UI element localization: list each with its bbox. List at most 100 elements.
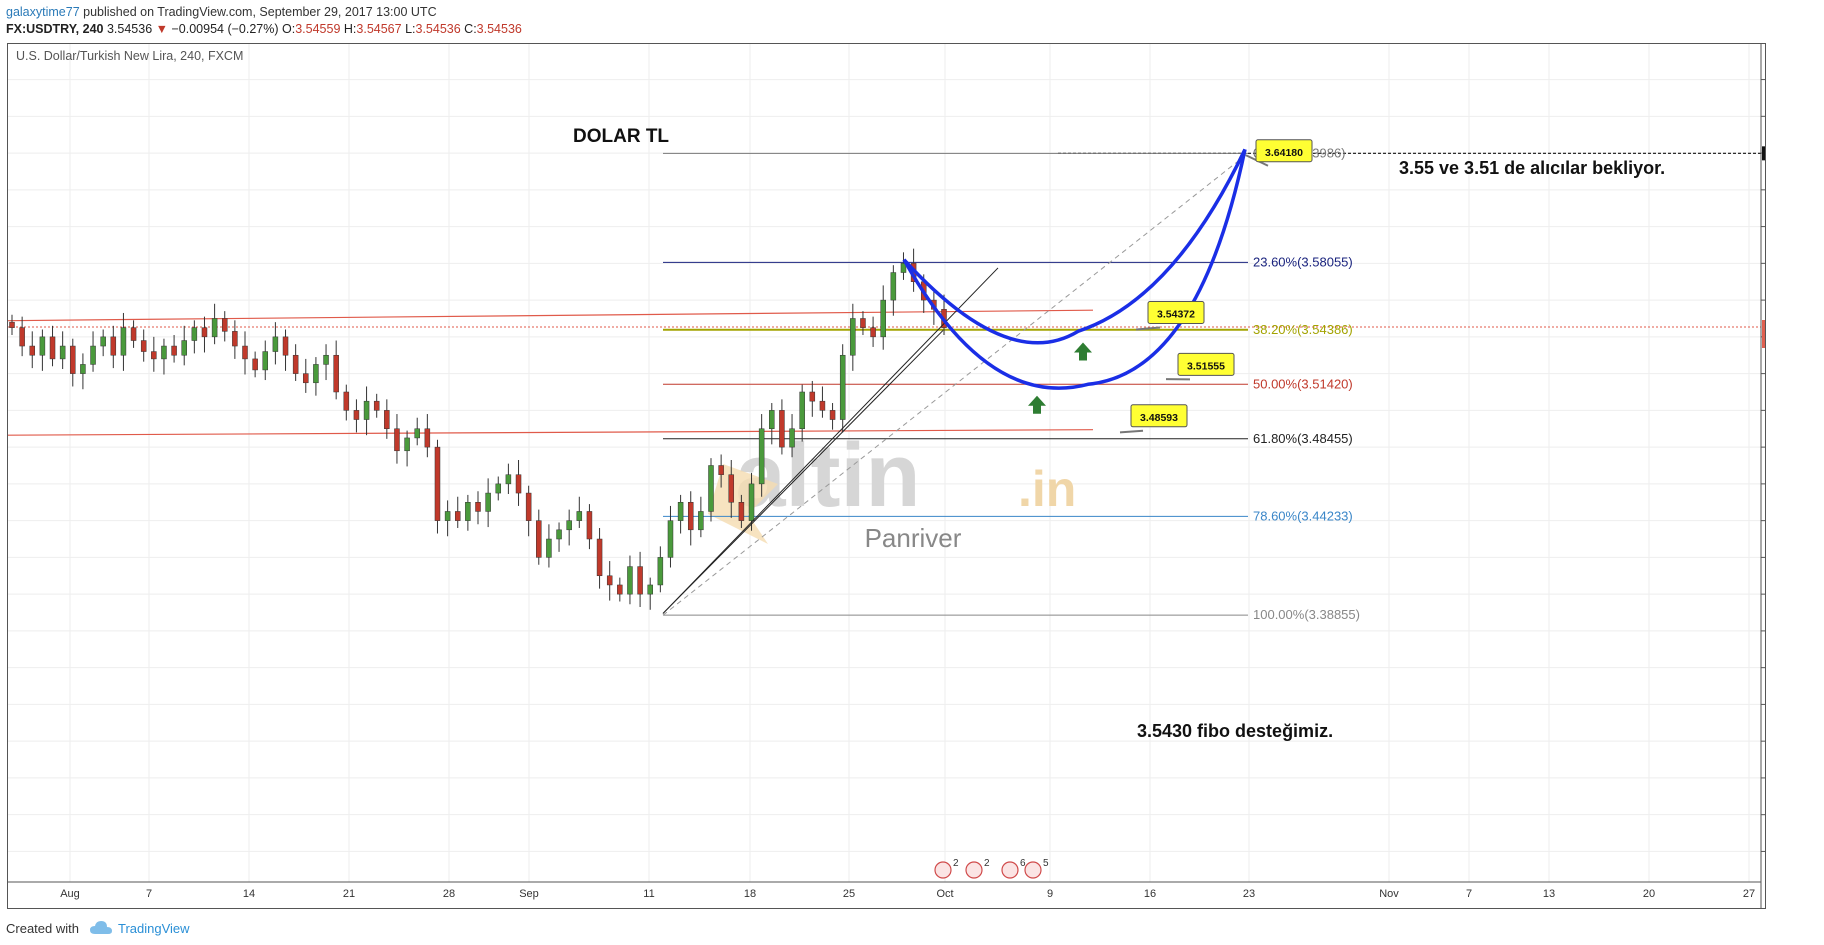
candle-body [495, 483, 502, 494]
candle-body [617, 584, 623, 595]
candle-body [637, 566, 643, 595]
candle-body [232, 331, 238, 347]
x-tick-label: 13 [1543, 888, 1555, 900]
candle-body [70, 345, 76, 374]
candle-body [536, 520, 542, 558]
x-tick-label: Nov [1379, 888, 1399, 900]
x-tick-label: Aug [60, 888, 80, 900]
candle-body [363, 400, 370, 420]
cloud-icon [90, 921, 112, 934]
event-count: 2 [984, 858, 990, 869]
low-label: L: [405, 22, 416, 36]
candle-body [130, 327, 137, 341]
footer: Created with TradingView [0, 912, 1824, 945]
candle-body [586, 511, 593, 540]
x-tick-label: Sep [519, 888, 539, 900]
candle-body [9, 321, 15, 328]
candle-body [110, 336, 117, 356]
candle-body [454, 511, 461, 521]
candle-body [444, 511, 451, 521]
fib-label: 61.80%(3.48455) [1253, 431, 1353, 446]
candle-body [890, 272, 897, 301]
author-link[interactable]: galaxytime77 [6, 5, 80, 19]
candle-body [353, 410, 360, 420]
tradingview-link[interactable]: TradingView [90, 921, 190, 936]
drawings[interactable]: 3.64180 3.54372 3.51555 3.48593 2 2 6 5 [662, 139, 1313, 879]
support-line [8, 429, 1094, 436]
candle-body [819, 400, 826, 411]
callout-3-51555: 3.51555 [1187, 360, 1225, 372]
candle-body [718, 465, 724, 475]
support-resistance-lines [8, 152, 1761, 436]
candle-body [708, 465, 714, 512]
candle-body [850, 318, 856, 356]
candle-body [171, 345, 177, 356]
annotation-support: 3.5430 fibo desteğimiz. [1137, 721, 1333, 741]
candle-body [687, 502, 694, 531]
open-label: O: [282, 22, 296, 36]
candle-body [667, 520, 674, 558]
fib-label: 38.20%(3.54386) [1253, 322, 1353, 337]
candle-body [799, 391, 805, 429]
candle-body [485, 492, 491, 512]
x-tick-label: Oct [936, 888, 953, 900]
callout-3-54372-pointer [1135, 326, 1161, 331]
up-arrow-icon [1074, 342, 1092, 361]
low-value: 3.54536 [415, 22, 461, 36]
candle-body [404, 437, 410, 452]
candle-body [596, 538, 603, 577]
candle-body [779, 410, 785, 448]
candle-body [384, 410, 390, 429]
watermark-sub: Panriver [865, 523, 962, 553]
candle-body [860, 318, 866, 328]
open-value: 3.54559 [295, 22, 341, 36]
candle-body [789, 428, 795, 448]
publish-line: galaxytime77 published on TradingView.co… [6, 5, 437, 19]
target-price-badge-bg [1762, 146, 1765, 161]
callout-3-51555-box [1177, 352, 1235, 376]
candle-body [90, 345, 96, 365]
candle-body [49, 336, 56, 360]
chart-title: U.S. Dollar/Turkish New Lira, 240, FXCM [16, 49, 243, 63]
candle-body [394, 428, 400, 452]
tradingview-brand: TradingView [118, 921, 190, 936]
event-flag-icon [1024, 861, 1042, 879]
fibonacci-retracement[interactable]: 0.00%(3.63986)23.60%(3.58055)38.20%(3.54… [662, 145, 1360, 622]
projection-curve-upper [902, 148, 1247, 345]
candle-body [59, 345, 66, 360]
candle-body [434, 446, 441, 521]
candle-body [424, 428, 431, 448]
price-axis[interactable]: 3.260003.280003.300003.320003.340003.360… [1760, 44, 1765, 908]
callout-3-48593-box [1130, 404, 1188, 428]
annotations: DOLAR TL 3.55 ve 3.51 de alıcılar bekliyo… [573, 126, 1665, 741]
candle-body [303, 373, 309, 384]
candle-body [252, 358, 258, 371]
candle-body [292, 354, 299, 374]
candle-body [313, 364, 319, 384]
callout-3-54372: 3.54372 [1157, 309, 1195, 321]
callout-3-48593: 3.48593 [1140, 412, 1178, 424]
annotation-buyers: 3.55 ve 3.51 de alıcılar bekliyor. [1399, 158, 1665, 178]
last-price-badge-bg [1762, 320, 1765, 335]
fib-label: 23.60%(3.58055) [1253, 254, 1353, 269]
time-axis[interactable]: Aug 7 14 21 28 Sep 11 18 25 Oct 9 16 23 Nov 7 13 20 27 [8, 881, 1761, 900]
candle-body [809, 391, 816, 402]
event-count: 2 [953, 858, 959, 869]
price-change: −0.00954 (−0.27%) [171, 22, 279, 36]
fib-label: 100.00%(3.38855) [1253, 607, 1360, 622]
last-price: 3.54536 [106, 22, 153, 36]
candle-body [80, 364, 86, 374]
candle-body [272, 336, 279, 352]
candle-body [657, 557, 664, 586]
callout-target: 3.64180 [1265, 147, 1303, 159]
x-tick-label: 9 [1047, 888, 1053, 900]
candle-body [151, 351, 157, 360]
fib-label: 50.00%(3.51420) [1253, 376, 1353, 391]
grid [8, 44, 1761, 882]
countdown-bg [1762, 334, 1765, 349]
candle-body [242, 345, 248, 360]
candles [9, 248, 947, 610]
x-tick-label: 20 [1643, 888, 1655, 900]
